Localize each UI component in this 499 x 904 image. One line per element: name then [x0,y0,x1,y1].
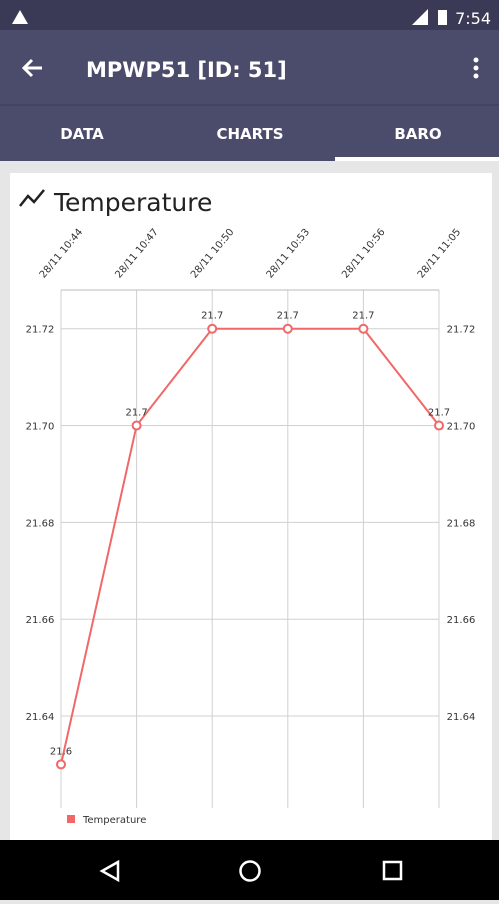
status-time: 7:54 [455,9,491,28]
y-tick-label: 21.72 [26,325,55,336]
y-tick-label: 21.70 [26,422,55,433]
app-title: MPWP51 [ID: 51] [86,58,287,82]
nav-back[interactable] [99,859,120,883]
chart-icon [19,189,45,207]
tab-bar [0,105,499,161]
warning-icon [12,10,28,24]
data-label: 21.7 [277,311,299,322]
y2-tick-label: 21.64 [447,712,476,723]
tab[interactable]: BARO [394,125,441,143]
y-tick-label: 21.66 [26,615,55,626]
tab-indicator [335,157,499,161]
back-button[interactable] [21,58,42,78]
series-line [60,327,440,765]
overflow-menu[interactable] [473,57,479,79]
data-label: 21.7 [125,408,147,419]
y2-tick-label: 21.66 [447,615,476,626]
y2-tick-label: 21.72 [447,325,476,336]
y2-tick-label: 21.68 [447,518,476,529]
nav-bar [0,840,499,900]
chart-title: Temperature [53,188,212,217]
y-tick-label: 21.64 [26,712,55,723]
data-point [282,323,293,334]
y2-tick-label: 21.70 [447,422,476,433]
legend-label: Temperature [82,815,146,826]
nav-home[interactable] [239,860,261,882]
chart-card [10,173,492,840]
data-point [434,420,444,431]
data-point [207,323,218,334]
battery-icon [438,10,447,25]
data-label: 21.7 [428,408,450,419]
legend-swatch [67,815,75,823]
data-label: 21.6 [50,746,72,757]
tab[interactable]: DATA [60,125,104,143]
app-bar [0,30,499,105]
data-label: 21.7 [352,311,374,322]
data-point [56,759,66,770]
data-label: 21.7 [201,311,223,322]
tab[interactable]: CHARTS [216,125,283,143]
signal-icon [412,9,428,25]
nav-recents[interactable] [382,860,403,881]
data-point [358,323,369,334]
data-point [131,420,142,431]
y-tick-label: 21.68 [26,518,55,529]
